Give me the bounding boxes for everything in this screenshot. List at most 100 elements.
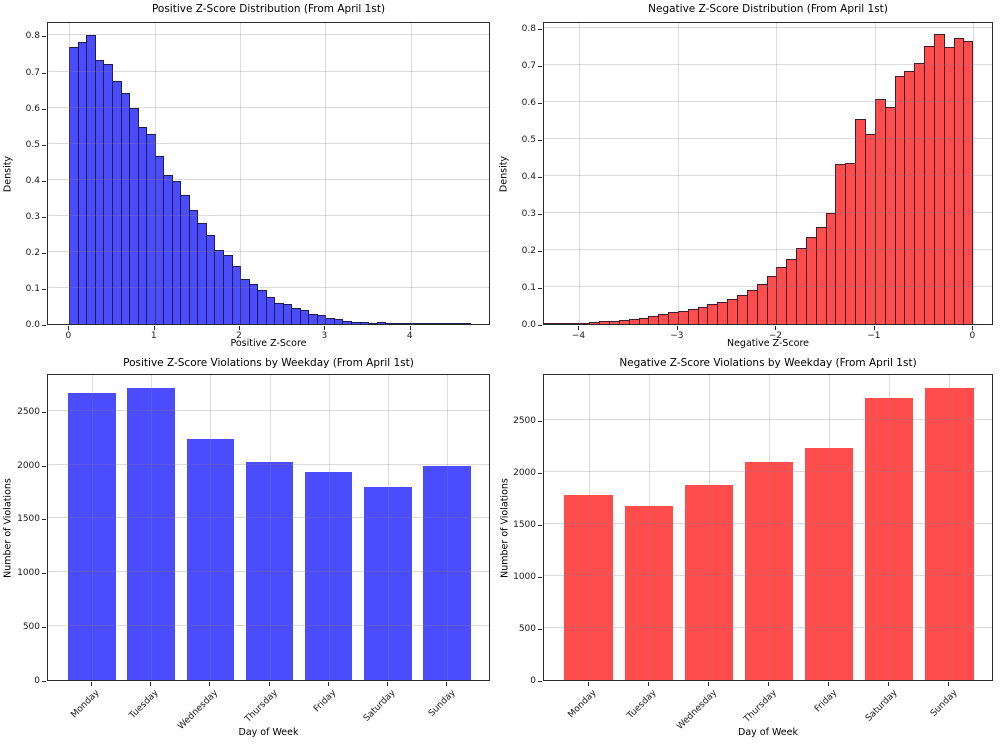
gridline-horizontal [544, 419, 992, 421]
chart-title: Positive Z-Score Violations by Weekday (… [123, 357, 414, 369]
gridline-horizontal [544, 627, 992, 629]
gridline-vertical [829, 375, 831, 680]
chart-title: Negative Z-Score Distribution (From Apri… [648, 3, 888, 15]
x-tick-day-label: Wednesday [674, 688, 719, 732]
y-tick-label: 2000 [17, 460, 40, 471]
y-tick [538, 251, 542, 253]
y-tick [538, 288, 542, 290]
gridline-horizontal [544, 64, 992, 66]
x-tick [150, 682, 152, 686]
gridline-horizontal [48, 70, 489, 72]
x-tick [578, 326, 580, 330]
y-tick-label: 0.3 [25, 211, 40, 222]
gridline-horizontal [48, 463, 489, 465]
x-tick [948, 682, 950, 686]
y-tick-label: 1000 [513, 572, 536, 583]
y-tick-label: 0.1 [25, 283, 40, 294]
y-tick-label: 0.5 [25, 139, 40, 150]
gridline-vertical [410, 23, 412, 324]
weekday-bar [423, 466, 471, 680]
weekday-bar [127, 387, 175, 680]
y-tick [42, 465, 46, 467]
gridline-vertical [973, 23, 975, 324]
gridline-vertical [387, 375, 389, 680]
x-tick [446, 682, 448, 686]
x-tick [676, 326, 678, 330]
x-tick [327, 682, 329, 686]
x-tick-day-label: Thursday [742, 688, 780, 725]
gridline-vertical [447, 375, 449, 680]
x-tick [972, 326, 974, 330]
y-tick [42, 325, 46, 326]
y-tick-label: 0.6 [25, 103, 40, 114]
y-tick [42, 36, 46, 38]
y-tick [42, 72, 46, 74]
gridline-vertical [579, 23, 581, 324]
x-tick [90, 682, 92, 686]
weekday-bar [305, 471, 353, 680]
gridline-horizontal [48, 214, 489, 216]
x-axis-label: Day of Week [738, 727, 798, 738]
gridline-vertical [69, 23, 71, 324]
x-tick-label: −4 [571, 331, 586, 341]
y-tick [42, 252, 46, 254]
x-tick-day-label: Monday [566, 688, 599, 721]
gridline-horizontal [544, 212, 992, 214]
y-tick [42, 108, 46, 110]
gridline-vertical [151, 375, 153, 680]
weekday-bar [925, 387, 974, 680]
y-tick [538, 29, 542, 31]
x-tick-day-label: Sunday [928, 688, 960, 719]
gridline-vertical [91, 375, 93, 680]
y-tick [42, 519, 46, 521]
gridline-vertical [874, 23, 876, 324]
y-tick-label: 0.2 [521, 246, 536, 257]
x-axis-label: Positive Z-Score [230, 338, 307, 349]
plot-area [543, 374, 993, 681]
weekday-bar [805, 448, 854, 680]
x-tick [768, 682, 769, 686]
weekday-bar [186, 439, 234, 680]
weekday-bar [624, 506, 673, 680]
y-tick [42, 144, 46, 146]
y-tick-label: 0.3 [521, 209, 536, 220]
x-tick [707, 682, 709, 686]
y-tick [538, 66, 542, 68]
x-tick [209, 682, 211, 686]
y-tick [42, 627, 46, 629]
y-tick-label: 0.0 [521, 320, 536, 330]
x-tick-label: −1 [867, 331, 881, 341]
gridline-horizontal [544, 27, 992, 29]
chart-title: Negative Z-Score Violations by Weekday (… [619, 357, 917, 369]
y-tick [42, 411, 46, 413]
gridline-vertical [240, 23, 242, 324]
weekday-bar [245, 461, 294, 680]
gridline-horizontal [48, 409, 489, 411]
gridline-vertical [328, 375, 330, 680]
gridline-horizontal [48, 517, 489, 519]
y-tick-label: 0.0 [25, 320, 40, 330]
gridline-horizontal [544, 286, 992, 288]
y-tick [538, 525, 542, 527]
weekday-bar [68, 392, 116, 680]
weekday-bar [564, 495, 613, 680]
plot-area [47, 374, 490, 681]
x-tick-label: −3 [670, 331, 684, 341]
y-tick [42, 216, 46, 218]
x-tick [68, 326, 70, 330]
gridline-horizontal [48, 625, 489, 627]
x-tick [587, 682, 589, 686]
x-tick [409, 326, 411, 330]
y-tick [538, 473, 542, 475]
x-tick-day-label: Tuesday [625, 688, 659, 721]
gridline-horizontal [48, 250, 489, 252]
gridline-horizontal [48, 286, 489, 288]
chart-title: Positive Z-Score Distribution (From Apri… [151, 3, 386, 15]
x-tick-day-label: Friday [812, 688, 840, 715]
weekday-bar [744, 462, 794, 680]
y-tick-label: 0 [34, 676, 40, 686]
x-tick-day-label: Saturday [863, 688, 900, 724]
gridline-vertical [708, 375, 710, 680]
